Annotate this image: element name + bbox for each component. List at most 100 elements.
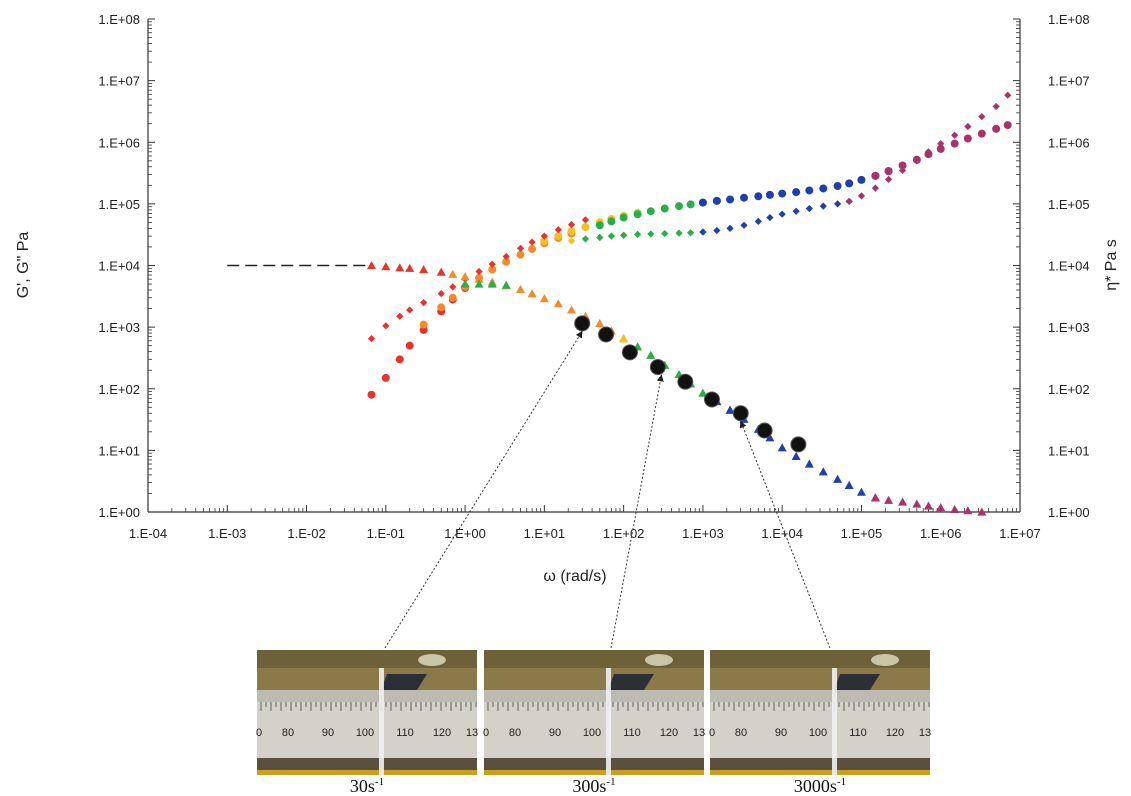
- data-point-circle: [686, 200, 695, 209]
- data-point-big-circle: [703, 391, 720, 408]
- data-point-diamond: [596, 233, 604, 242]
- data-point-diamond: [367, 335, 376, 343]
- photo-ruler-edge: [710, 690, 930, 702]
- data-point-circle: [448, 293, 457, 302]
- x-tick-label: 1.E-01: [367, 526, 405, 541]
- x-tick-label: 1.E+06: [920, 526, 962, 541]
- data-point-big-circle: [677, 373, 694, 390]
- data-point-triangle: [448, 269, 458, 278]
- data-point-diamond: [675, 229, 683, 237]
- data-point-diamond: [766, 213, 774, 222]
- data-point-circle: [963, 134, 972, 143]
- ruler-number: 0: [709, 727, 715, 739]
- y-left-tick-label: 1.E+07: [98, 74, 140, 89]
- data-point-diamond: [488, 260, 496, 268]
- photo-clip: [834, 674, 880, 690]
- data-point-triangle: [884, 495, 894, 504]
- data-point-big-circle: [621, 344, 638, 361]
- data-point-diamond: [805, 204, 813, 213]
- data-point-triangle: [818, 467, 828, 476]
- y-left-tick-label: 1.E+00: [98, 505, 140, 520]
- data-point-diamond: [913, 157, 921, 165]
- data-point-triangle: [963, 506, 973, 515]
- ruler-number: 100: [583, 727, 601, 739]
- data-point-circle: [581, 223, 590, 232]
- data-point-triangle: [474, 279, 484, 288]
- data-point-triangle: [856, 487, 866, 496]
- data-point-big-circle: [790, 436, 807, 453]
- data-point-circle: [898, 161, 907, 170]
- data-point-circle: [419, 320, 428, 329]
- y-right-tick-label: 1.E+01: [1048, 443, 1090, 458]
- data-point-circle: [395, 355, 404, 364]
- fluid-jet: [606, 668, 611, 775]
- data-point-diamond: [382, 322, 390, 330]
- fluid-jet: [379, 668, 384, 775]
- y-left-tick-label: 1.E+06: [98, 135, 140, 150]
- data-point-diamond: [740, 221, 748, 229]
- data-point-diamond: [898, 166, 907, 174]
- data-point-triangle: [698, 388, 708, 397]
- data-point-diamond: [871, 184, 880, 192]
- ruler-number: 100: [809, 727, 827, 739]
- data-point-circle: [567, 227, 576, 236]
- data-point-big-circle: [732, 405, 749, 422]
- photo-clip: [608, 674, 654, 690]
- data-point-diamond: [819, 202, 827, 210]
- y-right-tick-label: 1.E+02: [1048, 382, 1090, 397]
- data-point-triangle: [923, 501, 933, 510]
- data-point-triangle: [898, 497, 908, 506]
- data-point-circle: [726, 195, 735, 204]
- data-point-triangle: [567, 305, 577, 314]
- photo-caption: 300s-1: [572, 776, 615, 796]
- data-point-triangle: [474, 274, 484, 283]
- y-left-tick-label: 1.E+05: [98, 197, 140, 212]
- y-right-tick-label: 1.E+04: [1048, 259, 1090, 274]
- photo-panel: 0 80 90 100 110 120 13 3000s-1: [709, 650, 931, 796]
- photo-panel: 0 80 90 100 110 120 13 30s-1: [256, 650, 478, 796]
- photo-highlight: [418, 654, 446, 666]
- data-point-triangle: [539, 294, 549, 303]
- data-point-diamond: [528, 238, 536, 246]
- ruler-number: 13: [466, 727, 478, 739]
- data-point-diamond: [607, 232, 615, 240]
- y-axis-left-ticks: 1.E+00 1.E+01 1.E+02 1.E+03 1.E+04 1.E+05 1.E+…: [98, 12, 155, 520]
- data-point-diamond: [475, 267, 483, 276]
- data-point-circle: [778, 189, 787, 198]
- data-point-diamond: [633, 230, 642, 238]
- data-point-circle: [977, 129, 986, 138]
- data-point-diamond: [978, 113, 986, 121]
- ruler-number: 0: [256, 727, 262, 739]
- data-point-circle: [595, 221, 604, 230]
- data-point-circle: [740, 193, 749, 202]
- data-point-circle: [819, 184, 828, 193]
- data-point-diamond: [647, 230, 655, 238]
- data-point-circle: [528, 245, 537, 254]
- ruler-number: 90: [322, 727, 334, 739]
- x-axis-ticks: 1.E-04 1.E-03 1.E-02 1.E-01 1.E+00 1.E+01 1.E+…: [129, 505, 1041, 541]
- x-tick-label: 1.E+05: [841, 526, 883, 541]
- x-axis-title: ω (rad/s): [543, 568, 606, 585]
- ruler-number: 90: [549, 727, 561, 739]
- ruler-number: 120: [433, 727, 451, 739]
- data-point-triangle: [725, 405, 735, 414]
- data-point-diamond: [437, 289, 445, 298]
- photo-caption-superscript: -1: [375, 776, 384, 788]
- data-point-diamond: [964, 122, 972, 131]
- data-point-diamond: [792, 207, 800, 215]
- data-point-triangle: [844, 480, 854, 490]
- data-point-diamond: [567, 237, 576, 245]
- data-point-triangle: [553, 299, 563, 308]
- ruler-number: 110: [396, 727, 414, 739]
- photo-caption-superscript: -1: [606, 776, 615, 788]
- data-point-diamond: [516, 244, 525, 252]
- x-tick-label: 1.E+07: [999, 526, 1041, 541]
- photo-highlight: [871, 654, 899, 666]
- data-point-triangle: [870, 493, 880, 502]
- data-point-diamond: [449, 283, 457, 291]
- ruler-number: 110: [849, 727, 867, 739]
- data-point-diamond: [937, 140, 945, 148]
- data-point-circle: [884, 167, 893, 176]
